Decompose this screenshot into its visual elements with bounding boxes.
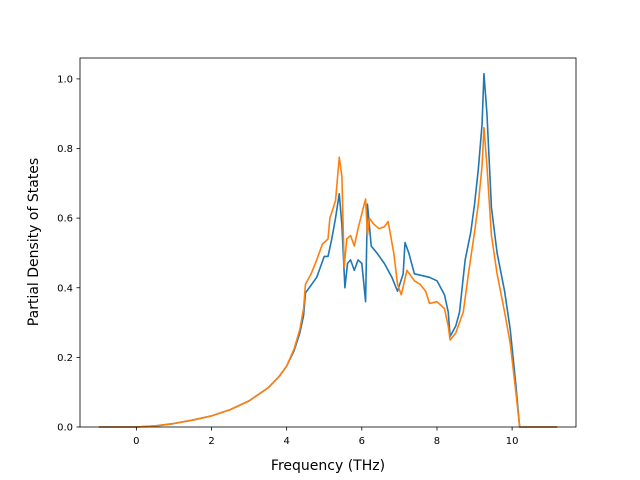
x-axis: 0 2 4 6 8 10 [133, 427, 518, 447]
series-layer [98, 72, 558, 428]
y-axis: 0.0 0.2 0.4 0.6 0.8 1.0 [57, 74, 80, 434]
x-axis-title: Frequency (THz) [271, 458, 385, 474]
y-tick-label: 0.6 [57, 214, 73, 225]
x-tick-label: 10 [506, 436, 519, 447]
y-tick-label: 0.8 [57, 144, 73, 155]
y-tick-label: 0.0 [57, 423, 73, 434]
series-line-2 [98, 126, 558, 428]
x-tick-label: 0 [133, 436, 139, 447]
y-tick-label: 0.4 [57, 283, 73, 294]
y-tick-label: 1.0 [57, 74, 73, 85]
x-tick-label: 4 [283, 436, 289, 447]
y-axis-title: Partial Density of States [26, 158, 42, 326]
y-tick-label: 0.2 [57, 353, 73, 364]
x-tick-label: 6 [359, 436, 365, 447]
x-tick-label: 8 [434, 436, 440, 447]
x-tick-label: 2 [208, 436, 214, 447]
plot-frame [79, 57, 577, 428]
